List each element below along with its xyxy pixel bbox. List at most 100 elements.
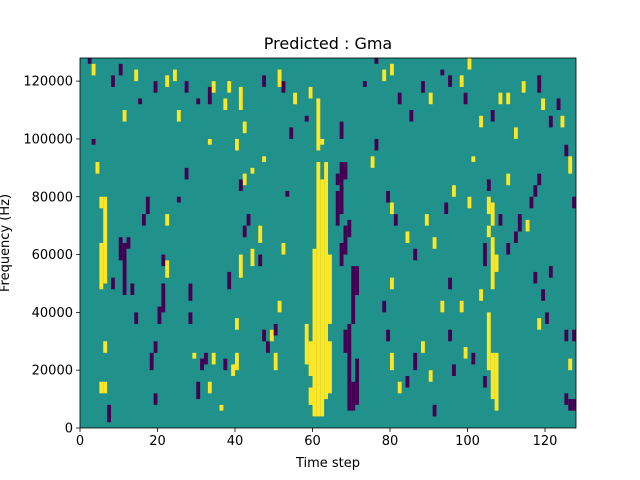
heatmap-cell	[316, 98, 321, 151]
heatmap-cell	[238, 254, 243, 278]
heatmap-cell	[564, 144, 569, 157]
heatmap-cell	[459, 300, 464, 313]
heatmap-cell	[390, 352, 394, 371]
heatmap-cell	[134, 69, 139, 82]
heatmap-cell	[207, 138, 212, 145]
heatmap-cell	[316, 162, 321, 417]
heatmap-cell	[196, 381, 201, 400]
heatmap-cell	[506, 173, 511, 186]
heatmap-cell	[165, 214, 170, 226]
heatmap-cell	[479, 115, 484, 128]
y-tick-label: 80000	[32, 190, 73, 205]
heatmap-cell	[304, 115, 309, 122]
heatmap-cell	[242, 173, 247, 186]
heatmap-cell	[463, 92, 468, 105]
heatmap-cell	[273, 352, 278, 371]
x-tick-label: 0	[76, 434, 84, 449]
heatmap-cell	[165, 75, 170, 87]
heatmap-cell	[207, 381, 212, 394]
heatmap-cell	[440, 300, 445, 313]
heatmap-cell	[537, 173, 542, 186]
heatmap-cell	[541, 289, 546, 301]
heatmap-cell	[335, 190, 340, 226]
heatmap-cell	[490, 110, 495, 122]
heatmap-cell	[514, 127, 518, 139]
heatmap-cell	[343, 162, 348, 180]
heatmap-cell	[204, 352, 208, 365]
heatmap-cell	[91, 138, 96, 145]
y-tick-label: 120000	[23, 75, 73, 90]
x-axis-ticks: 0 20 40 60 80 100 120	[76, 428, 558, 449]
heatmap-cell	[572, 329, 577, 342]
heatmap-cell	[223, 358, 228, 371]
plot-frame	[79, 57, 577, 429]
heatmap-cell	[448, 329, 453, 342]
x-tick-label: 120	[533, 434, 558, 449]
heatmap-cell	[568, 358, 573, 371]
heatmap-cell	[382, 300, 387, 313]
heatmap-cell	[564, 329, 569, 342]
heatmap-cell	[176, 110, 181, 122]
heatmap-cell	[277, 69, 282, 87]
heatmap-cell	[258, 254, 263, 267]
heatmap-cell	[289, 127, 294, 139]
heatmap-cell	[118, 63, 123, 76]
plot-area	[79, 57, 577, 429]
heatmap-cell	[320, 179, 325, 417]
heatmap-cell	[362, 81, 367, 87]
y-tick-label: 20000	[32, 364, 73, 379]
heatmap-cell	[153, 341, 158, 353]
heatmap-cell	[572, 196, 577, 209]
heatmap-cell	[386, 329, 391, 342]
heatmap-cell	[506, 92, 511, 105]
heatmap-cell	[281, 81, 286, 93]
heatmap-cell	[440, 69, 445, 76]
heatmap-cell	[242, 225, 247, 238]
heatmap-cell	[324, 162, 329, 400]
heatmap-cell	[405, 231, 410, 243]
heatmap-cell	[490, 237, 495, 290]
heatmap-cell	[521, 81, 526, 93]
heatmap-cell	[250, 167, 255, 174]
heatmap-cell	[467, 196, 472, 209]
heatmap-cell	[444, 202, 449, 215]
heatmap-cell	[107, 404, 112, 423]
heatmap-cell	[390, 277, 394, 290]
heatmap-cell	[486, 196, 491, 215]
heatmap-cell	[308, 86, 313, 99]
heatmap-cell	[192, 352, 197, 359]
heatmap-cell	[304, 323, 309, 365]
heatmap-cell	[184, 81, 189, 93]
heatmap-cell	[118, 237, 123, 261]
heatmap-cell	[99, 196, 104, 209]
heatmap-cell	[238, 98, 243, 111]
heatmap-cell	[486, 312, 491, 371]
heatmap-cell	[390, 63, 394, 76]
heatmap-cell	[486, 225, 491, 238]
heatmap-cell	[211, 352, 216, 365]
heatmap-cell	[91, 63, 96, 76]
heatmap-cell	[374, 138, 379, 151]
heatmap-cell	[219, 404, 224, 411]
heatmap-cell	[196, 98, 201, 105]
heatmap-cell	[223, 98, 228, 111]
heatmap-cell	[572, 399, 577, 411]
heatmap-cell	[537, 318, 542, 330]
y-axis-ticks: 0 20000 40000 60000 80000 100000 120000	[23, 75, 80, 437]
heatmap-cell	[235, 352, 239, 371]
heatmap-cell	[432, 404, 437, 417]
heatmap-cell	[533, 185, 538, 197]
heatmap-cell	[506, 243, 511, 255]
heatmap-cell	[494, 352, 499, 411]
heatmap-cell	[351, 381, 356, 411]
heatmap-cell	[258, 225, 263, 243]
heatmap-cell	[355, 266, 360, 296]
heatmap-cell	[533, 271, 538, 284]
heatmap-cell	[250, 248, 255, 267]
heatmap-cell	[483, 243, 487, 267]
heatmap-cell	[157, 306, 162, 324]
heatmap-cell	[421, 81, 425, 93]
heatmap-cell	[545, 312, 549, 324]
heatmap-cell	[405, 375, 410, 388]
